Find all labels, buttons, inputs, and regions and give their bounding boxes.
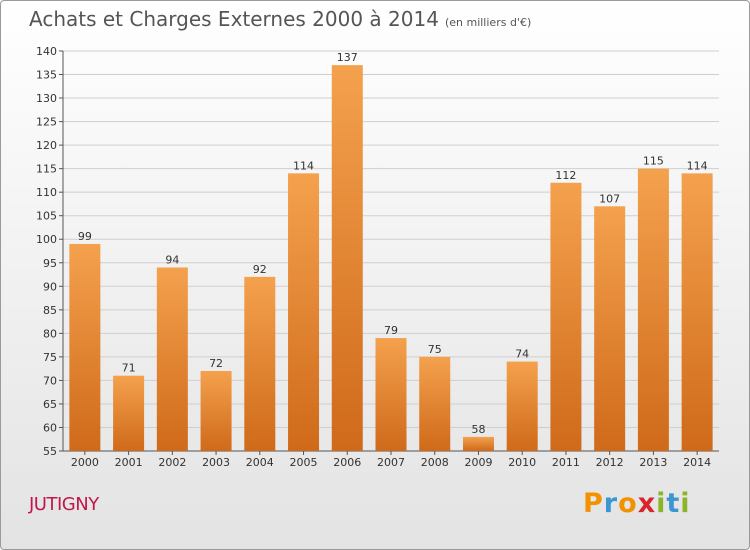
bar-2005: [288, 173, 320, 451]
value-labels: 99 71 94 72 92 114 137 79 75 58 74 112 107 115 114: [78, 51, 708, 436]
value-label-2002: 94: [165, 253, 179, 266]
y-tick-label: 60: [43, 421, 57, 434]
y-tick-label: 85: [43, 304, 57, 317]
y-tick-label: 115: [36, 163, 57, 176]
x-tick-label: 2003: [202, 456, 230, 469]
title-text: Achats et Charges Externes 2000 à 2014: [29, 7, 439, 31]
x-tick-label: 2014: [683, 456, 711, 469]
value-label-2013: 115: [643, 155, 664, 168]
x-tick-label: 2012: [596, 456, 624, 469]
bar-2008: [419, 356, 451, 451]
logo-letter: i: [656, 488, 667, 519]
bar-2001: [113, 375, 145, 451]
value-label-2012: 107: [599, 192, 620, 205]
logo-letter: x: [637, 488, 657, 519]
value-label-2005: 114: [293, 159, 314, 172]
x-tick-label: 2004: [246, 456, 274, 469]
bar-2007: [375, 338, 407, 451]
y-tick-label: 100: [36, 233, 57, 246]
chart-title: Achats et Charges Externes 2000 à 2014 (e…: [29, 7, 531, 31]
y-tick-label: 90: [43, 280, 57, 293]
x-axis-labels: 2000 2001 2002 2003 2004 2005 2006 2007 2008 2009…: [71, 451, 711, 469]
x-tick-label: 2006: [333, 456, 361, 469]
x-tick-label: 2009: [464, 456, 492, 469]
value-label-2008: 75: [428, 343, 442, 356]
y-tick-label: 55: [43, 445, 57, 458]
value-label-2007: 79: [384, 324, 398, 337]
y-tick-label: 125: [36, 116, 57, 129]
y-tick-label: 120: [36, 139, 57, 152]
bar-2000: [69, 243, 101, 451]
bar-2004: [244, 276, 276, 451]
bar-2014: [681, 173, 713, 451]
bar-2003: [200, 371, 232, 451]
value-label-2014: 114: [687, 159, 708, 172]
value-label-2000: 99: [78, 230, 92, 243]
logo-letter: r: [603, 488, 619, 519]
bar-2011: [550, 182, 582, 451]
value-label-2001: 71: [122, 362, 136, 375]
value-label-2010: 74: [515, 348, 529, 361]
bar-2006: [331, 65, 363, 451]
y-tick-label: 135: [36, 69, 57, 82]
unit-label: (en milliers d'€): [444, 16, 532, 29]
y-tick-label: 65: [43, 398, 57, 411]
y-tick-label: 80: [43, 327, 57, 340]
y-tick-label: 140: [36, 45, 57, 58]
bar-2013: [637, 168, 669, 451]
x-tick-label: 2010: [508, 456, 536, 469]
value-label-2011: 112: [555, 169, 576, 182]
x-tick-label: 2007: [377, 456, 405, 469]
proxiti-logo: Proxiti: [583, 488, 691, 519]
y-tick-label: 70: [43, 374, 57, 387]
bars: [69, 65, 713, 451]
bar-2010: [506, 361, 538, 451]
x-tick-label: 2000: [71, 456, 99, 469]
bar-2002: [156, 267, 188, 451]
y-tick-label: 110: [36, 186, 57, 199]
value-label-2009: 58: [471, 423, 485, 436]
x-tick-label: 2002: [158, 456, 186, 469]
value-label-2003: 72: [209, 357, 223, 370]
logo-letter: P: [583, 488, 604, 519]
y-tick-label: 105: [36, 210, 57, 223]
x-tick-label: 2013: [639, 456, 667, 469]
bar-2012: [594, 206, 626, 451]
value-label-2006: 137: [337, 51, 358, 64]
x-tick-label: 2005: [290, 456, 318, 469]
x-tick-label: 2008: [421, 456, 449, 469]
logo-letter: o: [618, 488, 638, 519]
y-tick-label: 130: [36, 92, 57, 105]
bar-2009: [462, 436, 494, 451]
x-tick-label: 2001: [115, 456, 143, 469]
x-tick-label: 2011: [552, 456, 580, 469]
logo-letter: t: [666, 488, 681, 519]
y-axis-labels: 55 60 65 70 75 80 85 90 95 100 105 110 115 120 125 130 1…: [36, 45, 57, 458]
y-tick-label: 95: [43, 257, 57, 270]
commune-name: JUTIGNY: [29, 494, 99, 515]
value-label-2004: 92: [253, 263, 267, 276]
y-tick-label: 75: [43, 351, 57, 364]
logo-letter: i: [680, 488, 691, 519]
